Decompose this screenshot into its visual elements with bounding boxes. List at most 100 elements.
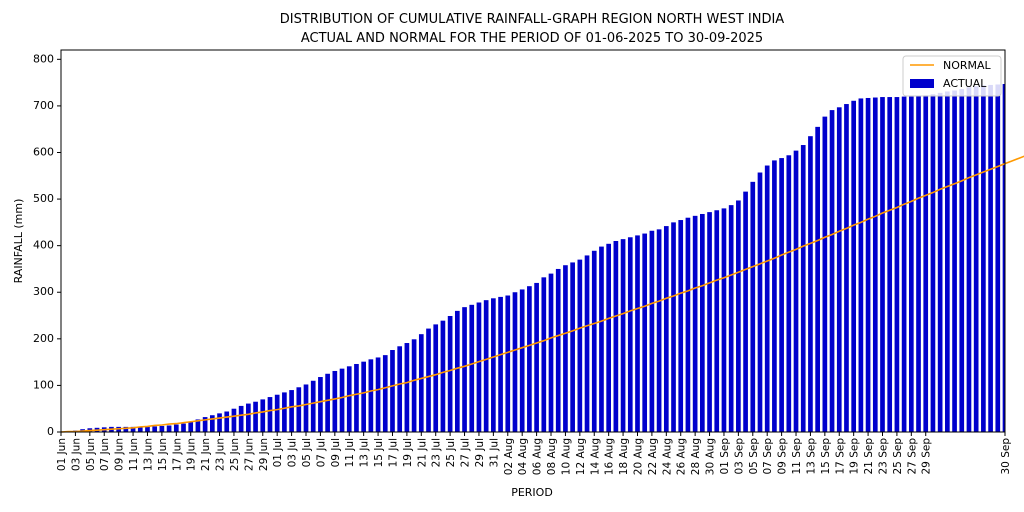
actual-bar — [173, 424, 179, 432]
x-tick-label: 27 Sep — [906, 438, 918, 475]
actual-bar — [267, 397, 273, 432]
x-tick-label: 05 Jun — [85, 438, 97, 471]
actual-bar — [800, 145, 806, 432]
x-tick-label: 21 Sep — [863, 438, 875, 475]
actual-bar — [462, 307, 467, 432]
actual-bar — [923, 95, 929, 432]
actual-bar — [555, 268, 561, 432]
x-tick-label: 21 Jul — [416, 438, 428, 467]
actual-bar — [166, 425, 172, 432]
x-tick-label: 24 Aug — [661, 438, 673, 475]
actual-bar — [570, 262, 575, 432]
actual-bar — [159, 425, 165, 432]
actual-bar — [851, 100, 857, 432]
actual-bar — [246, 403, 251, 432]
actual-bar — [635, 235, 640, 432]
actual-bar — [361, 361, 366, 432]
actual-bar — [418, 334, 424, 432]
actual-bar — [491, 298, 496, 432]
actual-bar — [844, 104, 849, 432]
x-tick-label: 25 Jun — [229, 438, 241, 471]
x-tick-label: 13 Jun — [142, 438, 154, 471]
actual-bar — [779, 158, 784, 432]
x-tick-label: 01 Jun — [56, 438, 68, 471]
actual-bar — [382, 355, 388, 432]
x-tick-label: 29 Jul — [474, 438, 486, 467]
plot-frame — [60, 49, 1006, 433]
actual-bar — [440, 320, 446, 432]
actual-bar — [764, 165, 770, 432]
x-tick-label: 30 Sep — [1000, 438, 1012, 475]
x-tick-label: 13 Sep — [805, 438, 817, 475]
actual-bar — [346, 366, 352, 432]
actual-bar — [663, 226, 669, 432]
x-tick-label: 19 Jun — [186, 438, 198, 471]
actual-bar — [642, 233, 648, 432]
actual-bar — [404, 343, 410, 432]
normal-line — [60, 155, 1024, 433]
x-tick-label: 28 Aug — [690, 438, 702, 475]
x-tick-label: 25 Sep — [892, 438, 904, 475]
actual-bar — [181, 423, 186, 432]
actual-bar — [865, 97, 871, 432]
x-tick-label: 10 Aug — [560, 438, 572, 475]
y-tick-label: 500 — [33, 192, 54, 205]
actual-bar — [736, 200, 741, 432]
actual-bar — [959, 89, 965, 432]
x-tick-label: 11 Sep — [791, 438, 803, 475]
actual-bar — [296, 387, 302, 432]
actual-bar — [750, 181, 756, 432]
legend: NORMAL ACTUAL — [902, 55, 1002, 97]
y-tick-label: 200 — [33, 332, 54, 345]
actual-bar — [397, 346, 403, 432]
x-tick-label: 23 Jul — [431, 438, 443, 467]
x-tick-label: 15 Sep — [820, 438, 832, 475]
x-tick-label: 27 Jun — [243, 438, 255, 471]
y-axis: 0 100 200 300 400 500 600 700 800 — [33, 52, 61, 438]
actual-bar — [728, 205, 734, 432]
actual-bar — [743, 191, 748, 432]
actual-bar — [966, 87, 972, 432]
legend-actual-swatch — [910, 79, 934, 88]
x-tick-label: 06 Aug — [532, 438, 544, 475]
x-tick-label: 07 Sep — [762, 438, 774, 475]
x-tick-label: 12 Aug — [575, 438, 587, 475]
actual-bar — [671, 222, 676, 432]
chart-title-line-1: DISTRIBUTION OF CUMULATIVE RAINFALL-GRAP… — [280, 12, 785, 27]
actual-bar — [887, 97, 893, 432]
actual-bar — [289, 390, 294, 432]
x-tick-label: 17 Jun — [171, 438, 183, 471]
chart-title-line-2: ACTUAL AND NORMAL FOR THE PERIOD OF 01-0… — [301, 31, 763, 46]
x-tick-label: 23 Jun — [215, 438, 227, 471]
actual-bar — [988, 84, 993, 432]
actual-bar — [627, 237, 633, 432]
x-tick-label: 16 Aug — [604, 438, 616, 475]
actual-bar — [274, 394, 280, 432]
x-axis: 01 Jun 03 Jun 05 Jun 07 Jun 09 Jun 11 Jun 13 J… — [56, 432, 1012, 475]
actual-bar — [426, 328, 431, 432]
actual-bar — [476, 302, 482, 432]
actual-bar — [721, 208, 727, 432]
actual-bar — [303, 384, 309, 432]
actual-bar — [541, 277, 547, 432]
actual-bar — [829, 110, 835, 432]
actual-bar — [894, 97, 900, 432]
x-tick-label: 02 Aug — [503, 438, 515, 475]
actual-bar — [714, 210, 720, 432]
actual-bar — [534, 282, 539, 432]
x-tick-label: 07 Jun — [99, 438, 111, 471]
actual-bar — [282, 392, 287, 432]
actual-bar — [368, 359, 374, 432]
actual-bar — [930, 94, 936, 432]
x-tick-label: 01 Sep — [719, 438, 731, 475]
x-tick-label: 21 Jun — [200, 438, 212, 471]
actual-bar — [563, 265, 568, 432]
actual-bar — [433, 324, 439, 432]
x-tick-label: 09 Jun — [114, 438, 126, 471]
actual-bar — [808, 136, 813, 432]
x-tick-label: 03 Jun — [70, 438, 82, 471]
x-tick-label: 03 Sep — [733, 438, 745, 475]
x-tick-label: 09 Sep — [777, 438, 789, 475]
x-tick-label: 04 Aug — [517, 438, 529, 475]
